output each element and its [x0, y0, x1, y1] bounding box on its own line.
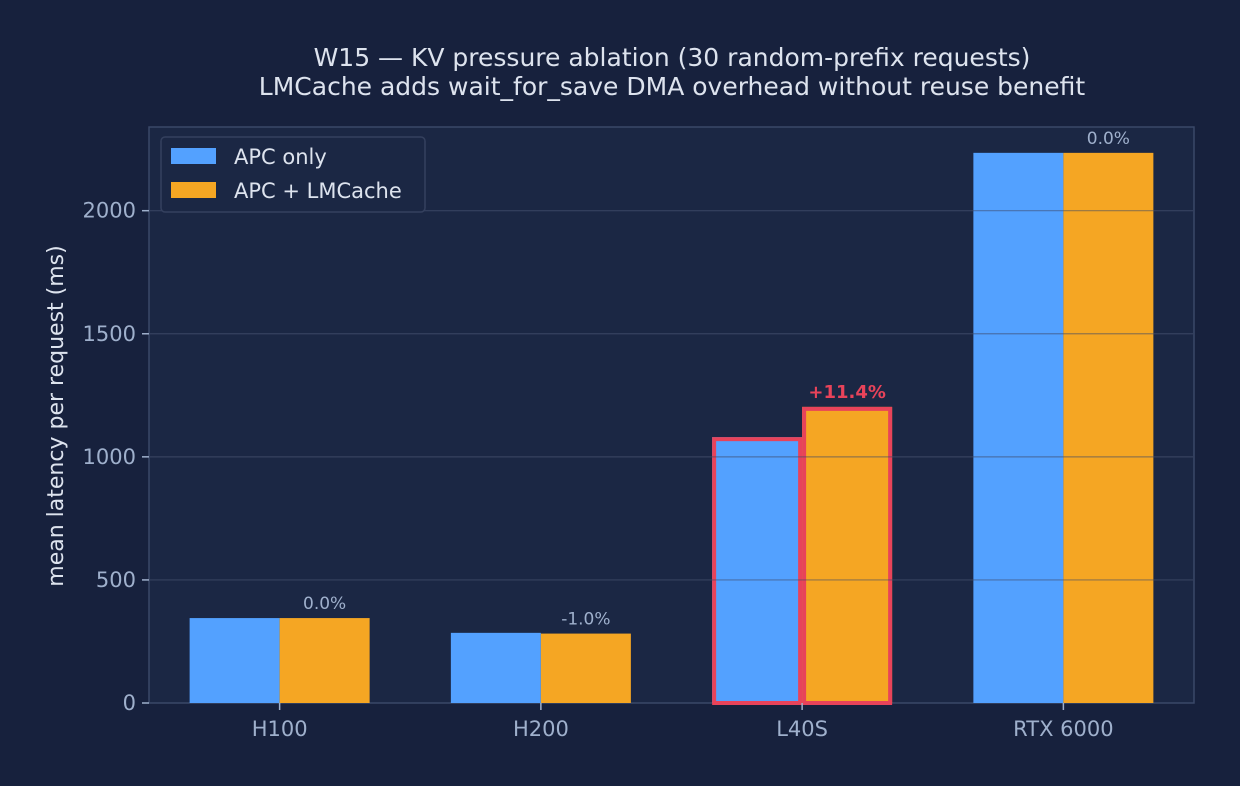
highlight-outline-apc-lmcache	[802, 406, 893, 705]
x-tick-label: RTX 6000	[1013, 717, 1113, 741]
legend-label: APC + LMCache	[234, 179, 402, 203]
x-tick-label: L40S	[776, 717, 828, 741]
annotations: 0.0% -1.0% +11.4% 0.0%	[303, 129, 1130, 630]
bar-annotation: 0.0%	[303, 594, 346, 614]
highlight-outline-apc-only	[712, 437, 803, 705]
bar-h200-apc-only	[450, 632, 541, 703]
legend-label: APC only	[234, 145, 327, 169]
legend-box	[160, 136, 426, 213]
y-tick-label: 1500	[83, 322, 136, 346]
y-tick-label: 0	[123, 691, 136, 715]
bar-h200-apc-lmcache	[540, 633, 631, 703]
bar-rtx-6000-apc-lmcache	[1063, 152, 1154, 703]
bar-h100-apc-only	[189, 618, 280, 703]
y-tick-label: 500	[96, 568, 136, 592]
legend-swatch	[171, 182, 216, 198]
y-tick-label: 2000	[83, 199, 136, 223]
bar-h100-apc-lmcache	[279, 618, 370, 703]
x-tick-label: H100	[252, 717, 308, 741]
bar-rtx-6000-apc-only	[973, 152, 1064, 703]
chart-title: W15 — KV pressure ablation (30 random-pr…	[314, 43, 1031, 72]
bar-annotation: +11.4%	[808, 382, 886, 403]
legend: APC only APC + LMCache	[160, 136, 426, 213]
y-axis-label: mean latency per request (ms)	[44, 245, 69, 586]
bar-annotation: 0.0%	[1087, 129, 1130, 149]
x-axis: H100 H200 L40S RTX 6000	[252, 703, 1114, 741]
x-tick-label: H200	[513, 717, 569, 741]
legend-swatch	[171, 148, 216, 164]
bar-l40s-apc-lmcache	[802, 406, 893, 703]
y-axis: 0 500 1000 1500 2000	[83, 199, 149, 715]
bar-annotation: -1.0%	[561, 610, 610, 630]
bar-l40s-apc-only	[712, 437, 803, 703]
bars	[189, 152, 1154, 705]
y-tick-label: 1000	[83, 445, 136, 469]
chart-subtitle: LMCache adds wait_for_save DMA overhead …	[259, 72, 1086, 101]
